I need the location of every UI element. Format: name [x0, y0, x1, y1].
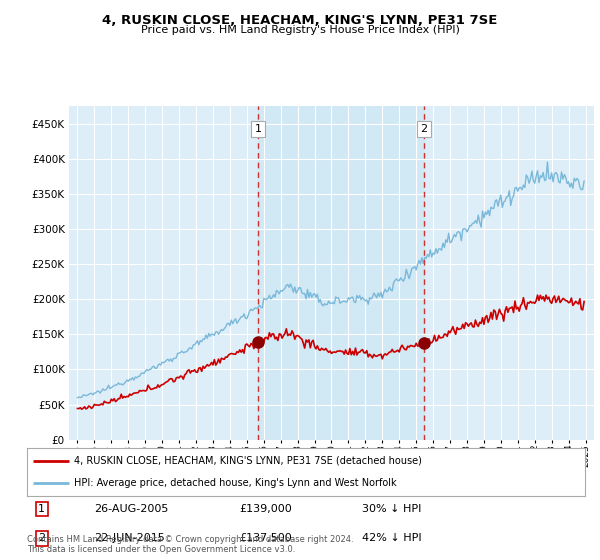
- Text: 4, RUSKIN CLOSE, HEACHAM, KING'S LYNN, PE31 7SE (detached house): 4, RUSKIN CLOSE, HEACHAM, KING'S LYNN, P…: [74, 456, 422, 466]
- Text: 42% ↓ HPI: 42% ↓ HPI: [362, 533, 421, 543]
- Text: 4, RUSKIN CLOSE, HEACHAM, KING'S LYNN, PE31 7SE: 4, RUSKIN CLOSE, HEACHAM, KING'S LYNN, P…: [103, 14, 497, 27]
- Text: 2: 2: [421, 124, 428, 134]
- Text: 26-AUG-2005: 26-AUG-2005: [94, 504, 169, 514]
- Text: £139,000: £139,000: [239, 504, 292, 514]
- Text: Price paid vs. HM Land Registry's House Price Index (HPI): Price paid vs. HM Land Registry's House …: [140, 25, 460, 35]
- Text: Contains HM Land Registry data © Crown copyright and database right 2024.
This d: Contains HM Land Registry data © Crown c…: [27, 535, 353, 554]
- Bar: [258, 106, 424, 440]
- Text: £137,500: £137,500: [239, 533, 292, 543]
- Text: 1: 1: [38, 504, 45, 514]
- Text: 30% ↓ HPI: 30% ↓ HPI: [362, 504, 421, 514]
- Text: 1: 1: [254, 124, 262, 134]
- Text: 22-JUN-2015: 22-JUN-2015: [94, 533, 165, 543]
- Text: 2: 2: [38, 533, 45, 543]
- Text: HPI: Average price, detached house, King's Lynn and West Norfolk: HPI: Average price, detached house, King…: [74, 478, 397, 488]
